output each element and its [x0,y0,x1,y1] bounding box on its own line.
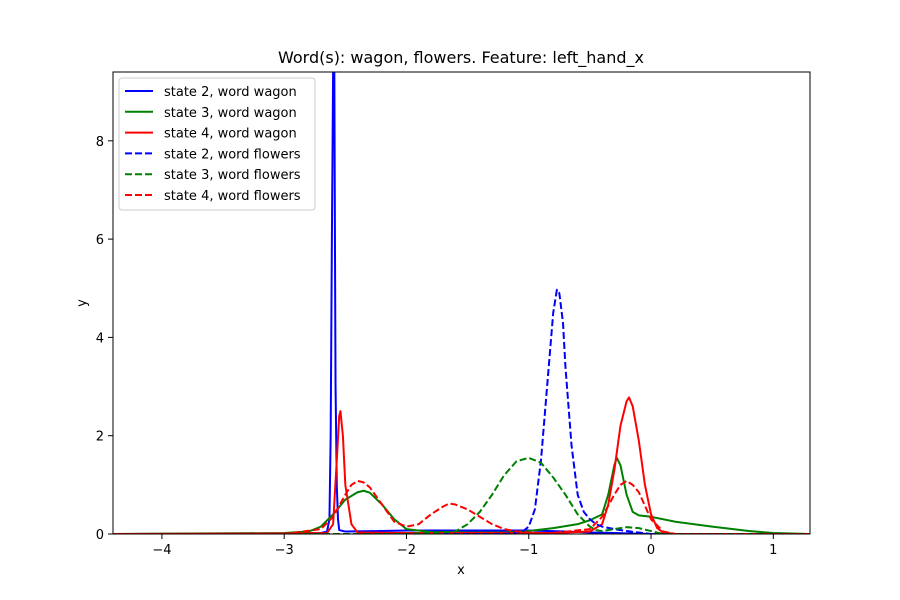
legend-entry-1: state 2, word wagon [164,85,297,100]
x-axis-label: x [457,563,465,578]
y-tick-label: 8 [96,135,104,150]
legend-entry-6: state 4, word flowers [164,189,301,204]
x-tick-label: −1 [519,543,538,558]
legend-box [118,77,316,211]
y-tick-label: 6 [96,233,104,248]
y-tick-label: 2 [96,430,104,445]
legend-entry-4: state 2, word flowers [164,147,301,162]
plot-frame [112,71,811,535]
legend-entry-3: state 4, word wagon [164,127,297,142]
y-axis-ticks: 0 2 4 6 8 [96,135,113,543]
series-line-6 [113,479,810,534]
series-line-2 [113,456,810,534]
legend-entry-5: state 3, word flowers [164,168,301,183]
legend: state 2, word wagon state 3, word wagon st… [118,77,316,211]
x-axis-ticks: −4 −3 −2 −1 0 1 [152,534,777,558]
y-axis-label: y [75,299,90,307]
x-tick-label: −2 [397,543,416,558]
x-tick-label: −4 [152,543,171,558]
x-tick-label: 0 [647,543,655,558]
legend-entry-2: state 3, word wagon [164,106,297,121]
x-tick-label: 1 [769,543,777,558]
x-tick-label: −3 [275,543,294,558]
series-line-4 [113,288,810,534]
series-line-5 [113,456,810,534]
series-line-3 [113,396,810,534]
chart-title: Word(s): wagon, flowers. Feature: left_h… [278,48,644,68]
series-layer [113,72,810,534]
y-tick-label: 0 [96,528,104,543]
y-tick-label: 4 [96,331,104,346]
